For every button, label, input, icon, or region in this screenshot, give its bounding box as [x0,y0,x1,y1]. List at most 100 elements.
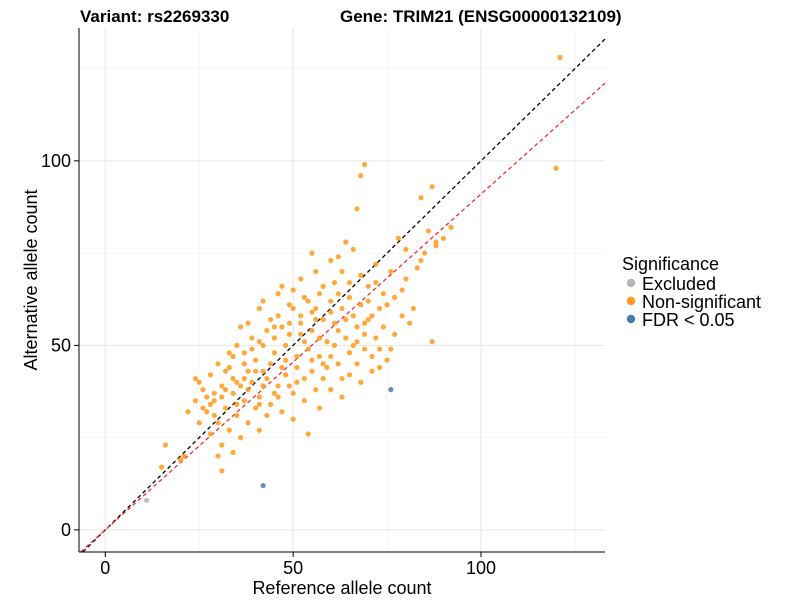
point-non-significant [346,294,353,300]
point-non-significant [358,272,364,278]
point-non-significant [403,276,409,282]
point-non-significant [309,309,315,315]
point-non-significant [316,335,323,341]
point-non-significant [298,313,304,319]
point-non-significant [279,409,285,415]
point-non-significant [256,401,262,407]
point-excluded [144,497,150,503]
point-non-significant [369,313,375,319]
point-non-significant [388,268,394,275]
point-non-significant [309,250,315,256]
point-non-significant [335,291,341,297]
point-non-significant [275,313,281,319]
point-non-significant [448,224,454,230]
point-non-significant [298,320,304,326]
point-non-significant [275,394,281,400]
point-non-significant [290,416,296,422]
point-non-significant [204,409,210,415]
identity-line [82,38,606,553]
point-non-significant [395,235,401,241]
point-non-significant [339,375,345,382]
point-non-significant [260,383,266,389]
point-non-significant [256,305,262,312]
point-non-significant [354,324,360,330]
point-non-significant [256,427,262,433]
point-non-significant [226,364,232,371]
point-non-significant [271,390,277,396]
point-non-significant [328,353,334,360]
point-non-significant [369,368,375,374]
point-non-significant [346,372,353,378]
point-non-significant [268,316,274,323]
point-non-significant [252,405,259,411]
point-non-significant [230,353,236,360]
point-non-significant [358,173,364,179]
point-fdr-0-05 [388,387,394,393]
point-non-significant [283,372,289,378]
point-non-significant [298,331,304,337]
point-non-significant [192,375,199,382]
point-non-significant [230,390,236,396]
point-non-significant [294,379,300,385]
point-non-significant [196,420,202,426]
point-non-significant [256,339,262,345]
point-non-significant [429,339,435,345]
point-non-significant [392,294,398,300]
point-non-significant [290,305,296,312]
point-non-significant [241,350,247,356]
point-non-significant [384,357,390,363]
point-non-significant [245,368,251,374]
point-non-significant [384,302,390,308]
point-non-significant [264,375,270,382]
point-non-significant [320,361,326,367]
point-non-significant [219,442,225,448]
point-non-significant [249,335,255,341]
y-tick-label: 50 [51,335,71,355]
point-non-significant [553,165,559,171]
point-non-significant [392,331,398,337]
axes: 0 50 100 0 50 100 [41,28,605,578]
point-non-significant [234,379,240,385]
point-non-significant [343,335,349,341]
point-non-significant [215,453,221,459]
point-non-significant [309,327,315,334]
point-non-significant [354,361,360,367]
point-non-significant [376,305,383,312]
point-non-significant [410,305,416,312]
point-non-significant [249,346,255,352]
point-non-significant [268,401,274,407]
point-non-significant [361,331,368,337]
point-non-significant [365,298,371,304]
point-non-significant [222,387,229,393]
y-axis-title: Alternative allele count [21,189,41,370]
point-non-significant [268,361,274,367]
point-non-significant [162,442,169,448]
point-non-significant [305,298,311,304]
point-non-significant [301,398,308,404]
point-non-significant [207,401,214,407]
point-non-significant [226,427,232,433]
point-non-significant [215,420,221,426]
point-non-significant [241,361,247,367]
point-non-significant [403,246,409,253]
point-non-significant [350,342,356,348]
point-non-significant [211,390,217,396]
point-non-significant [252,368,259,374]
point-non-significant [294,364,300,371]
point-non-significant [264,412,270,419]
point-non-significant [429,184,435,190]
point-non-significant [309,357,315,363]
point-non-significant [207,372,214,378]
point-non-significant [271,350,277,356]
x-tick-label: 100 [466,558,496,578]
point-non-significant [286,302,292,308]
point-non-significant [346,350,353,356]
point-non-significant [324,364,330,371]
point-non-significant [286,320,292,326]
point-non-significant [283,357,289,363]
legend-label: Excluded [642,274,716,294]
point-non-significant [245,320,251,326]
point-non-significant [211,398,217,404]
point-non-significant [354,206,360,212]
